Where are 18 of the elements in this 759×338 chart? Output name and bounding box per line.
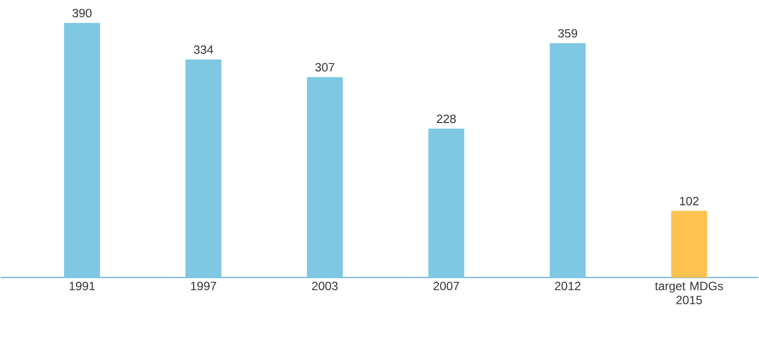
bar: [671, 210, 708, 278]
data-label: 359: [558, 28, 578, 38]
x-tick-label: target MDGs 2015: [655, 282, 723, 304]
bar: [550, 42, 586, 278]
data-label: 102: [680, 196, 698, 206]
data-label: 334: [194, 45, 214, 54]
x-tick-label: 2003: [312, 282, 338, 290]
data-label: 390: [72, 8, 92, 18]
x-tick-label: 1997: [191, 282, 216, 290]
x-tick-label: 2007: [434, 282, 459, 290]
bar: [428, 128, 464, 278]
data-label: 307: [315, 62, 334, 72]
data-label: 228: [436, 114, 456, 123]
bar: [185, 59, 222, 278]
x-tick-label: 1991: [70, 282, 95, 290]
bar: [306, 76, 343, 278]
x-tick-label: 2012: [554, 282, 580, 290]
bar: [64, 22, 100, 278]
